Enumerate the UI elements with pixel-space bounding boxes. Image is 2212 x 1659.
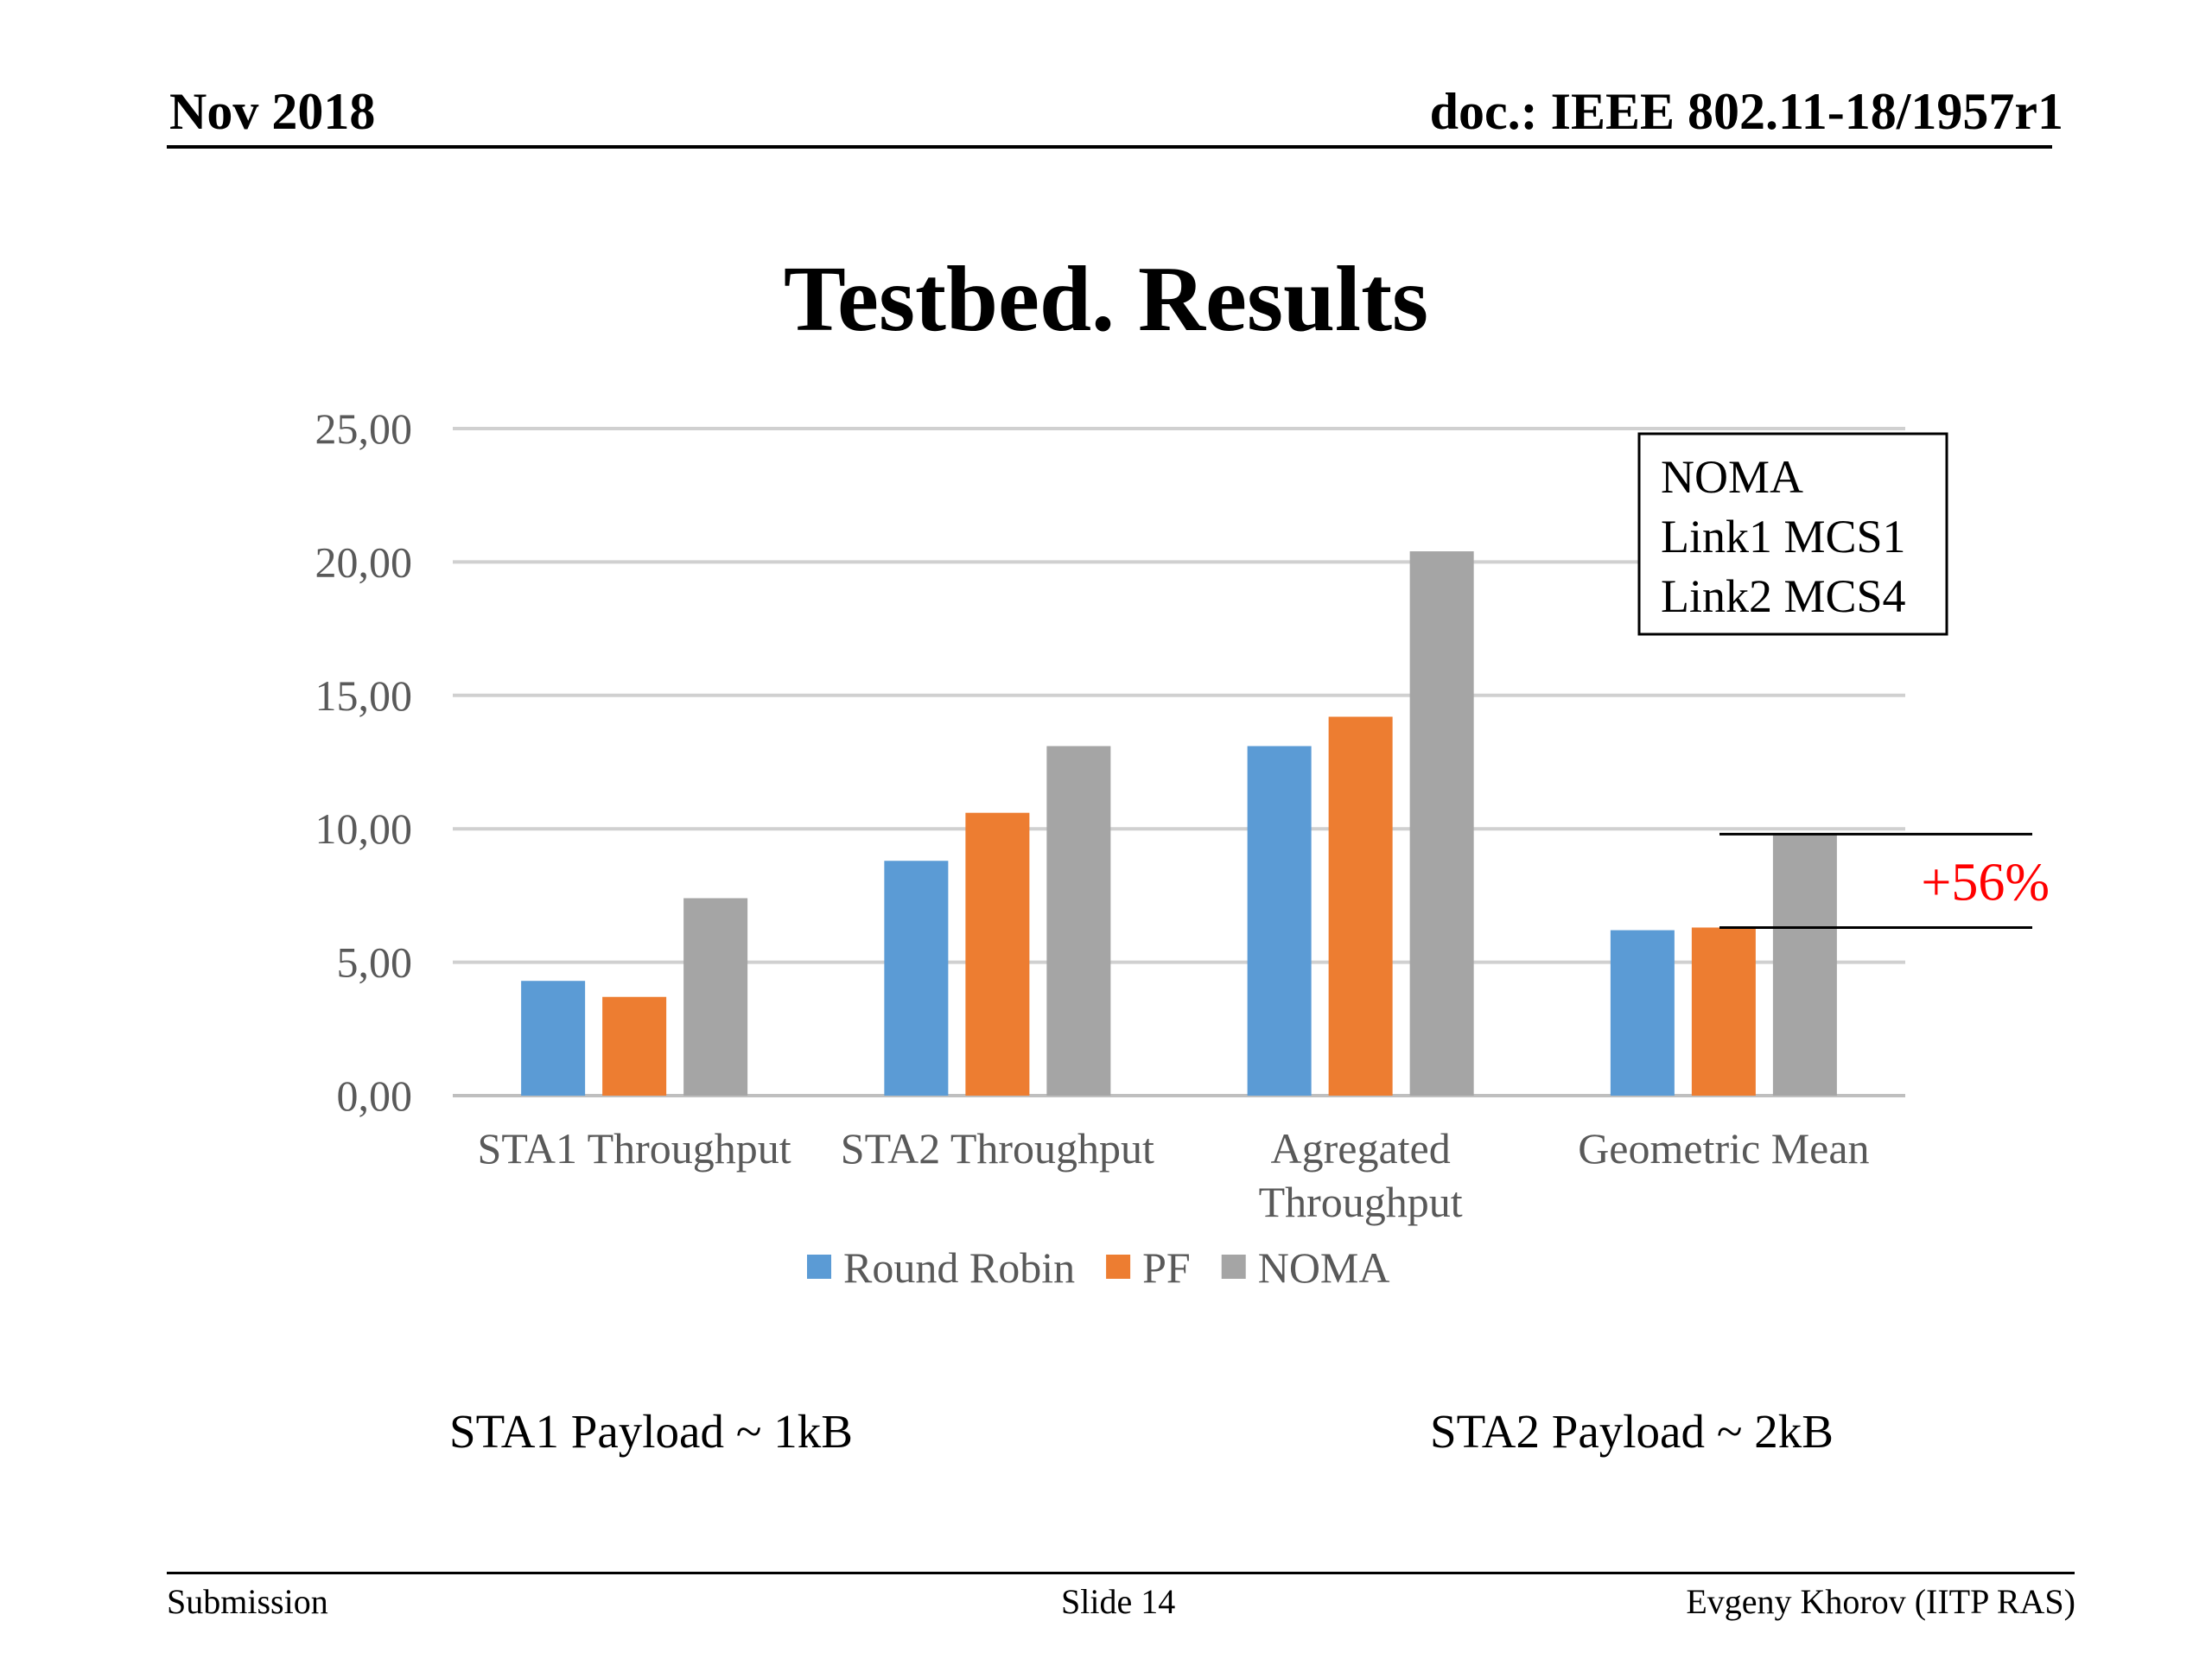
bar: [521, 981, 586, 1096]
footer-submission: Submission: [167, 1582, 328, 1621]
header-date: Nov 2018: [169, 83, 376, 140]
y-tick-label: 0,00: [337, 1071, 413, 1120]
bar: [602, 996, 667, 1096]
annotation-text: Link2 MCS4: [1661, 570, 1906, 622]
x-tick-label: STA2 Throughput: [841, 1124, 1154, 1173]
y-tick-label: 20,00: [315, 537, 413, 586]
sta2-payload-note: STA2 Payload ~ 2kB: [1430, 1405, 1834, 1458]
legend-label: NOMA: [1258, 1243, 1390, 1292]
bar: [1610, 930, 1675, 1096]
y-tick-label: 15,00: [315, 671, 413, 720]
footer-author: Evgeny Khorov (IITP RAS): [1686, 1582, 2075, 1621]
bar: [683, 898, 748, 1096]
legend-swatch: [1106, 1255, 1131, 1279]
header-divider: [167, 145, 2052, 149]
annotation-text: NOMA: [1661, 451, 1803, 503]
y-tick-label: 25,00: [315, 404, 413, 453]
footer-slide-number: Slide 14: [1061, 1582, 1176, 1621]
header-doc-id: doc.: IEEE 802.11-18/1957r1: [1429, 83, 2063, 140]
legend-label: Round Robin: [843, 1243, 1075, 1292]
bar: [965, 812, 1030, 1096]
y-tick-label: 5,00: [337, 938, 413, 987]
x-tick-label: Agregated: [1271, 1124, 1451, 1173]
bar: [1691, 927, 1756, 1096]
bar: [1247, 746, 1312, 1096]
bar: [884, 861, 949, 1096]
legend-swatch: [807, 1255, 831, 1279]
x-tick-label: Throughput: [1259, 1178, 1463, 1226]
x-tick-label: Geometric Mean: [1578, 1124, 1869, 1173]
slide-title: Testbed. Results: [783, 248, 1429, 351]
bar: [1328, 716, 1393, 1096]
sta1-payload-note: STA1 Payload ~ 1kB: [449, 1405, 853, 1458]
y-tick-label: 10,00: [315, 804, 413, 853]
legend-label: PF: [1142, 1243, 1191, 1292]
annotation-text: Link1 MCS1: [1661, 511, 1906, 563]
legend-swatch: [1221, 1255, 1246, 1279]
bar: [1409, 551, 1474, 1096]
improvement-label: +56%: [1921, 853, 2050, 912]
footer-divider: [167, 1572, 2075, 1574]
bar: [1772, 834, 1837, 1096]
annotation-box: [1637, 432, 1948, 636]
x-tick-label: STA1 Throughput: [478, 1124, 791, 1173]
bar: [1046, 746, 1111, 1096]
